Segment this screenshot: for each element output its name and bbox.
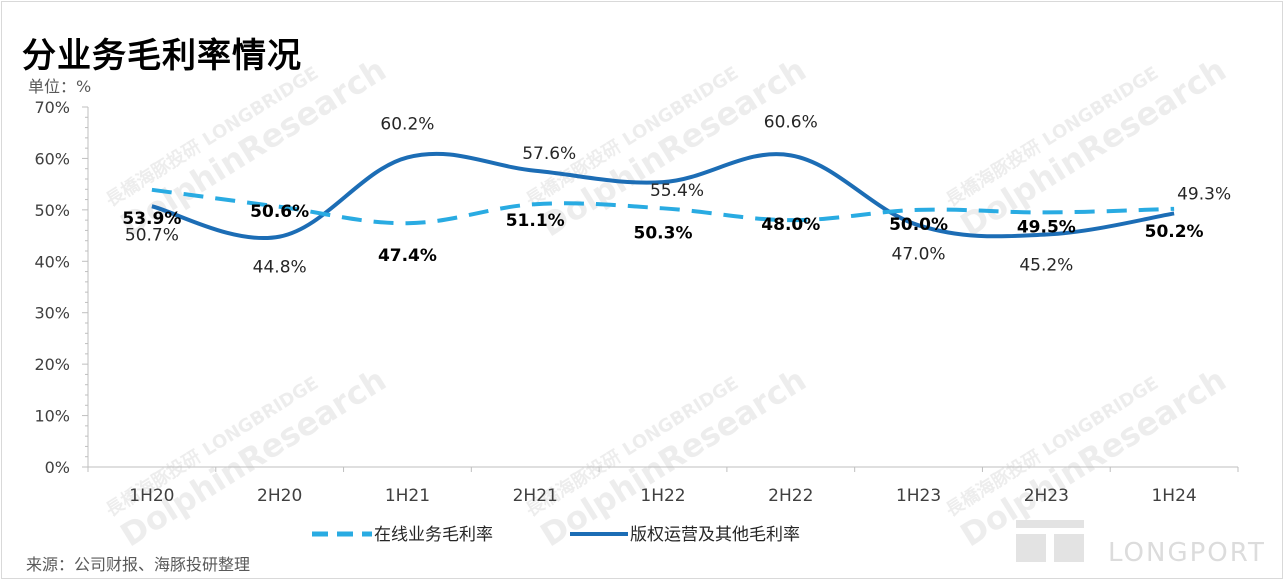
- logo-wordmark: LONGPORT: [1108, 538, 1266, 568]
- data-label-copyright: 60.6%: [764, 112, 818, 132]
- chart-series: [151, 151, 1175, 240]
- legend-label-copyright: 版权运营及其他毛利率: [630, 525, 800, 545]
- y-tick-label: 70%: [34, 98, 70, 117]
- data-label-online: 50.6%: [250, 202, 309, 222]
- data-label-copyright: 47.0%: [892, 244, 946, 264]
- y-tick-label: 10%: [34, 407, 70, 426]
- x-tick-label: 2H22: [768, 486, 813, 506]
- data-label-online: 47.4%: [378, 246, 437, 266]
- data-label-copyright: 49.3%: [1177, 184, 1231, 204]
- x-tick-label: 2H21: [513, 486, 558, 506]
- y-tick-label: 60%: [34, 149, 70, 168]
- data-label-online: 50.3%: [634, 223, 693, 243]
- data-label-online: 50.0%: [889, 215, 948, 235]
- data-label-copyright: 55.4%: [650, 181, 704, 201]
- y-tick-label: 40%: [34, 252, 70, 271]
- x-tick-label: 1H20: [129, 486, 174, 506]
- chart-legend: 在线业务毛利率 版权运营及其他毛利率: [312, 525, 800, 545]
- x-tick-label: 1H23: [896, 486, 941, 506]
- data-label-copyright: 57.6%: [522, 144, 576, 164]
- series-line-copyright: [151, 151, 1175, 240]
- chart-data-labels: 53.9% 50.6% 47.4% 51.1% 50.3% 48.0% 50.0% 49.5%…: [122, 112, 1231, 277]
- y-tick-label: 50%: [34, 201, 70, 220]
- series-line-online: [151, 187, 1175, 226]
- source-note: 来源：公司财报、海豚投研整理: [26, 555, 251, 574]
- page-title: 分业务毛利率情况: [22, 36, 302, 76]
- x-tick-label: 1H24: [1151, 486, 1196, 506]
- data-label-online: 48.0%: [761, 215, 820, 235]
- y-tick-label: 20%: [34, 355, 70, 374]
- data-label-copyright: 45.2%: [1019, 256, 1073, 276]
- x-tick-label: 1H22: [640, 486, 685, 506]
- x-tick-label: 1H21: [385, 486, 430, 506]
- chart-axes: 0% 10% 20% 30% 40% 50% 60% 70% 1H20 2H20 1H21 2H21 1…: [34, 98, 1239, 506]
- x-tick-label: 2H20: [257, 486, 302, 506]
- y-tick-label: 30%: [34, 304, 70, 323]
- data-label-online: 51.1%: [506, 211, 565, 231]
- data-label-online: 53.9%: [122, 209, 181, 229]
- y-tick-label: 0%: [45, 458, 70, 477]
- data-label-copyright: 60.2%: [380, 114, 434, 134]
- longport-logo: LONGPORT: [1016, 520, 1266, 568]
- data-label-online: 49.5%: [1017, 217, 1076, 237]
- unit-label: 单位：%: [28, 77, 92, 96]
- data-label-copyright: 44.8%: [253, 258, 307, 278]
- data-label-online: 50.2%: [1145, 222, 1204, 242]
- data-label-copyright: 50.7%: [125, 225, 179, 245]
- longport-logo-mark: [1016, 520, 1084, 562]
- legend-label-online: 在线业务毛利率: [374, 525, 493, 545]
- x-tick-label: 2H23: [1024, 486, 1069, 506]
